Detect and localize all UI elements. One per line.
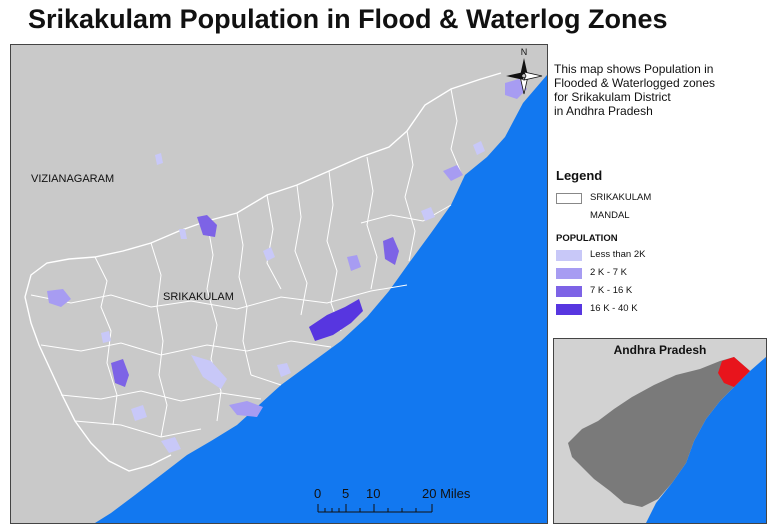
legend-row-population-class: Less than 2K <box>556 248 766 266</box>
inset-title: Andhra Pradesh <box>613 343 707 357</box>
legend-label: MANDAL <box>590 210 630 221</box>
legend-row-population-class: 7 K - 16 K <box>556 284 766 302</box>
scale-bar: 0 5 10 20 Miles <box>312 486 472 516</box>
description-line: Flooded & Waterlogged zones <box>554 76 715 90</box>
scale-tick-label: 20 Miles <box>422 486 471 501</box>
patch-7k-16k <box>197 215 217 237</box>
description-line: in Andhra Pradesh <box>554 104 653 118</box>
scale-tick-label: 5 <box>342 486 350 501</box>
patch-2k-7k <box>47 289 71 307</box>
district-label: SRIKAKULAM <box>163 291 234 303</box>
patch-lt2k <box>179 229 187 239</box>
legend-title: Legend <box>556 168 603 183</box>
patch-lt2k <box>473 141 485 155</box>
description-line: This map shows Population in <box>554 62 714 76</box>
patch-lt2k <box>277 363 291 377</box>
legend: Legend SRIKAKULAM MANDAL POPULATION Less… <box>556 168 766 320</box>
inset-map[interactable]: Andhra Pradesh <box>553 338 767 524</box>
map-canvas <box>11 45 547 523</box>
patch-7k-16k <box>383 237 399 265</box>
population-swatch <box>556 304 582 315</box>
district-boundary <box>24 72 502 472</box>
mandal-boundaries <box>30 88 462 438</box>
patch-lt2k <box>191 355 227 389</box>
legend-label: SRIKAKULAM <box>590 192 652 203</box>
description-line: for Srikakulam District <box>554 90 671 104</box>
district-swatch <box>556 193 582 204</box>
patch-lt2k <box>131 405 147 421</box>
patch-16k-40k <box>309 299 363 341</box>
population-swatch <box>556 268 582 279</box>
legend-row-mandal: MANDAL <box>556 209 766 227</box>
patch-2k-7k <box>229 401 263 417</box>
north-arrow-icon: N <box>502 46 546 102</box>
north-label: N <box>521 47 528 57</box>
inset-canvas <box>568 357 766 523</box>
patch-2k-7k <box>347 255 361 271</box>
andhra-pradesh-shape <box>568 357 750 507</box>
population-classes: Less than 2K 2 K - 7 K 7 K - 16 K 16 K - 40… <box>556 248 766 320</box>
patch-lt2k <box>421 207 435 221</box>
inset-sea <box>646 357 766 523</box>
patch-lt2k <box>101 331 111 343</box>
legend-label: 2 K - 7 K <box>590 267 627 278</box>
legend-row-district: SRIKAKULAM <box>556 191 766 209</box>
neighbor-district-label: VIZIANAGARAM <box>31 173 115 185</box>
legend-row-population-class: 2 K - 7 K <box>556 266 766 284</box>
bay-of-bengal <box>95 75 547 523</box>
patch-2k-7k <box>443 165 463 181</box>
population-swatch <box>556 250 582 261</box>
legend-label: 7 K - 16 K <box>590 285 633 296</box>
patch-lt2k <box>263 247 275 261</box>
patch-7k-16k <box>111 359 129 387</box>
legend-label: 16 K - 40 K <box>590 303 638 314</box>
population-heading: POPULATION <box>556 233 618 244</box>
scale-tick-label: 0 <box>314 486 322 501</box>
map-description: This map shows Population in Flooded & W… <box>554 62 764 118</box>
patch-lt2k <box>161 437 181 453</box>
population-swatch <box>556 286 582 297</box>
legend-label: Less than 2K <box>590 249 646 260</box>
main-map[interactable]: VIZIANAGARAM SRIKAKULAM <box>10 44 548 524</box>
srikakulam-highlight <box>718 357 750 387</box>
patch-lt2k <box>155 153 163 165</box>
scale-tick-label: 10 <box>366 486 381 501</box>
map-title: Srikakulam Population in Flood & Waterlo… <box>28 4 668 34</box>
legend-row-population-class: 16 K - 40 K <box>556 302 766 320</box>
